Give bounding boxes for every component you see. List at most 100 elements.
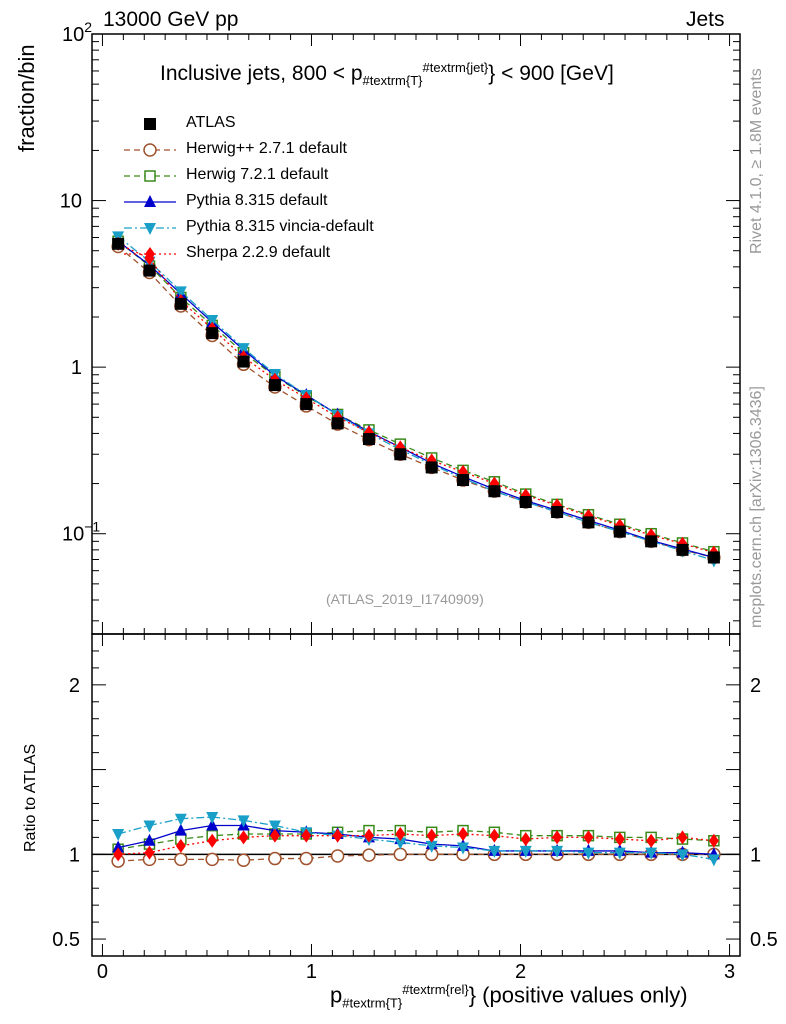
ratio-point [677,830,688,845]
data-point [331,417,344,430]
data-point [551,506,564,519]
y-tick-label: 102 [62,19,92,46]
ratio-point [458,826,469,841]
legend-marker-sherpa-2-2-9-default [124,247,176,261]
ratio-tick-label-right: 0.5 [750,929,778,951]
data-point [174,286,187,299]
y-tick-label: 10 [60,191,82,213]
series-line-ratio [117,816,714,861]
data-point [143,264,156,277]
data-point [457,474,470,487]
ratio-point [614,832,625,847]
legend-marker-herwig-2-7-1-default [124,143,176,157]
data-point [488,485,501,498]
legend-label: Pythia 8.315 vincia-default [186,218,374,235]
x-label-suffix: } (positive values only) [468,982,688,1008]
ratio-point [646,833,657,848]
ratio-plot-frame [91,633,741,957]
series-herwig-7-2-1-default [112,235,720,855]
ratio-point [143,820,156,833]
ratio-point [112,828,125,841]
y-tick-base: 10 [62,524,84,546]
ratio-point [268,820,281,833]
ratio-point [394,837,407,850]
ratio-point [613,847,626,860]
series-pythia-8-315-vincia-default [112,231,720,867]
ratio-point [238,830,249,845]
ratio-point [301,828,312,843]
ratio-point [269,828,280,843]
header-observable: Jets [686,8,725,31]
series-sherpa-2-2-9-default [113,236,719,862]
ratio-point [332,828,343,843]
y-tick-exponent: 2 [84,19,92,35]
ratio-tick-label-left: 0.5 [52,929,80,951]
legend-symbol [144,223,156,235]
ratio-point [363,828,374,843]
ratio-point [143,833,156,846]
ratio-point [645,847,658,860]
legend-marker-herwig-7-2-1-default [124,170,176,182]
ratio-point [206,818,219,831]
mcplots-source-label: mcplots.cern.ch [arXiv:1306.3436] [748,386,765,628]
ratio-point [205,852,219,867]
legend-symbol [144,170,156,182]
legend-label: ATLAS [186,114,236,131]
y-tick-label: 10−1 [62,519,100,546]
title-subscript: #textrm{T} [362,73,423,89]
ratio-point [112,840,125,853]
x-tick-label: 2 [515,961,526,983]
ratio-point [519,845,532,858]
ratio-tick-label-right: 1 [750,844,761,866]
legend-marker-atlas [144,118,156,130]
series-line-ratio [117,824,714,855]
ratio-point [299,851,314,866]
ratio-point [175,838,186,853]
data-point [425,461,438,474]
x-tick-label: 3 [724,961,735,983]
series-line-ratio [118,833,714,855]
ratio-point [268,851,282,866]
analysis-reference: (ATLAS_2019_I1740909) [326,591,484,607]
ratio-point [237,815,250,828]
data-point [268,379,281,392]
ratio-point [395,826,406,841]
data-point [613,525,626,538]
data-point [676,543,689,556]
title-superscript: #textrm{jet} [422,60,489,75]
ratio-point [676,849,689,862]
series-line-main [117,245,715,559]
rivet-version-label: Rivet 4.1.0, ≥ 1.8M events [748,68,765,254]
data-point [582,516,595,529]
series-line-main [117,235,715,562]
data-point [206,314,219,327]
ratio-point [425,840,438,853]
x-tick-label: 0 [97,961,108,983]
legend-label: Herwig++ 2.7.1 default [186,140,347,157]
ratio-point [174,823,187,836]
legend-marker-pythia-8-315-vincia-default [124,223,176,235]
ratio-point [457,842,470,855]
data-point [394,448,407,461]
ratio-tick-label-left: 1 [69,844,80,866]
title-suffix: } < 900 [GeV] [488,62,614,85]
series-pythia-8-315-default [112,234,720,860]
ratio-point [489,828,500,843]
data-point [174,297,187,310]
y-axis-label-top: fraction/bin [14,44,39,152]
ratio-point [207,833,218,848]
data-point [519,496,532,509]
ratio-tick-label-left: 2 [69,675,80,697]
data-point [300,398,313,411]
series-herwig-2-7-1-default [111,239,721,868]
data-point [707,551,720,564]
ratio-point [583,830,594,845]
ratio-point [206,812,219,825]
ratio-point [707,854,720,867]
ratio-point [362,848,376,862]
data-point [362,433,375,446]
y-tick-exponent: −1 [84,519,100,535]
ratio-point [582,847,595,860]
ratio-point [552,830,563,845]
